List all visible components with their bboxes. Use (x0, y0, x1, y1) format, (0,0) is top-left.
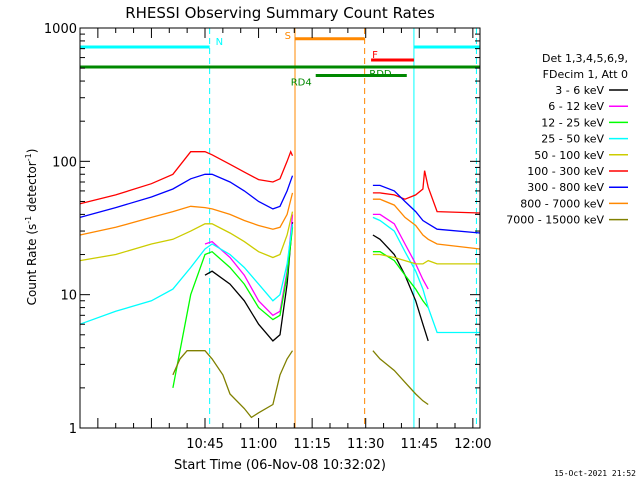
series-line-800-7000-kev (79, 192, 294, 236)
series-line-100-300-kev (79, 149, 294, 205)
plot-frame (79, 27, 481, 429)
y-tick-label: 100 (52, 155, 77, 170)
x-axis-label: Start Time (06-Nov-08 10:32:02) (174, 458, 386, 473)
x-tick-label: 11:45 (401, 437, 438, 452)
series-line-25-50-kev-part2 (372, 216, 480, 334)
legend-label-25-50-kev: 25 - 50 keV (541, 133, 604, 146)
legend-label-3-6-kev: 3 - 6 keV (555, 84, 604, 97)
legend-label-7000-15000-kev: 7000 - 15000 keV (506, 214, 604, 227)
series-line-6-12-kev-part2 (372, 213, 429, 290)
flag-label-f: F (372, 50, 378, 61)
legend-label-300-800-kev: 300 - 800 keV (527, 181, 604, 194)
series-line-50-100-kev-part2 (372, 253, 480, 265)
x-tick-label: 11:30 (347, 437, 384, 452)
x-tick-label: 11:15 (293, 437, 330, 452)
x-tick-label: 11:00 (240, 437, 277, 452)
legend-label-12-25-kev: 12 - 25 keV (541, 116, 604, 129)
series-line-12-25-kev-part2 (372, 251, 429, 308)
legend-header-decimation: FDecim 1, Att 0 (543, 68, 628, 81)
series-line-800-7000-kev-part2 (372, 198, 481, 250)
x-tick-label: 10:45 (186, 437, 223, 452)
x-tick-label: 12:00 (454, 437, 491, 452)
flag-label-rd4: RD4 (291, 78, 312, 89)
series-line-300-800-kev (79, 173, 294, 219)
series-line-50-100-kev (79, 211, 294, 262)
legend-header-detectors: Det 1,3,4,5,6,9, (542, 52, 628, 65)
chart-title: RHESSI Observing Summary Count Rates (125, 4, 435, 22)
series-line-7000-15000-kev (172, 350, 294, 419)
series-line-300-800-kev-part2 (372, 184, 481, 234)
flag-label-rdd: RDD (369, 69, 392, 80)
flag-label-n: N (216, 37, 223, 48)
legend-label-50-100-kev: 50 - 100 keV (534, 149, 604, 162)
legend-label-100-300-kev: 100 - 300 keV (527, 165, 604, 178)
flag-label-s: S (285, 31, 291, 42)
legend-label-800-7000-kev: 800 - 7000 keV (520, 197, 604, 210)
series-line-7000-15000-kev-part2 (372, 350, 429, 406)
y-axis-label: Count Rate (s-1 detector-1) (24, 149, 39, 306)
plot-area: N S F RDD RD4 1 10 100 1000 10:45 11:00 11:15 11:30 1… (44, 22, 492, 452)
y-tick-label: 10 (60, 289, 77, 304)
series-line-25-50-kev (79, 223, 294, 325)
legend-label-6-12-kev: 6 - 12 keV (548, 100, 604, 113)
timestamp: 15-Oct-2021 21:52 (554, 469, 636, 478)
y-tick-label: 1000 (44, 22, 77, 37)
series-line-100-300-kev-part2 (372, 170, 481, 214)
y-tick-label: 1 (69, 422, 77, 437)
legend: Det 1,3,4,5,6,9, FDecim 1, Att 0 3 - 6 k… (506, 52, 628, 227)
series-line-12-25-kev (172, 227, 294, 389)
series-line-3-6-kev (204, 222, 294, 342)
